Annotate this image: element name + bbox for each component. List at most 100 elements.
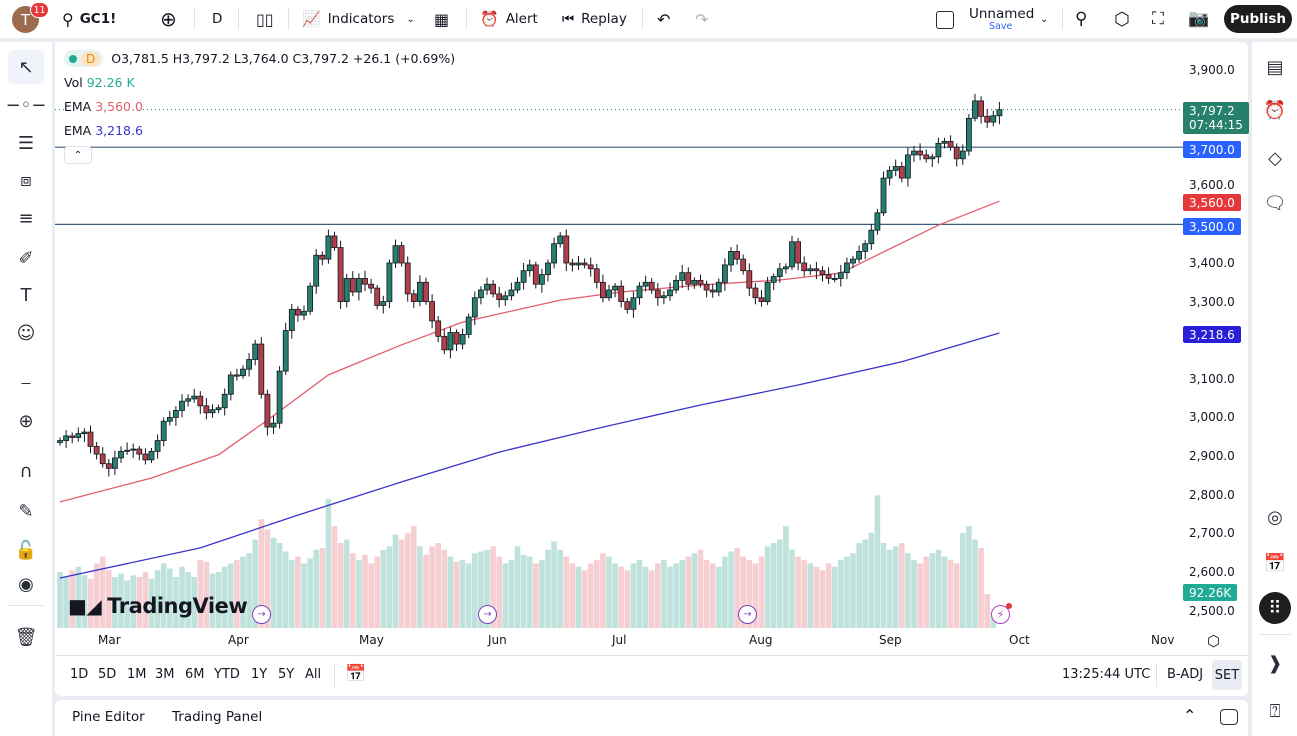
interval-button[interactable]: D — [212, 11, 223, 27]
vol-value: 92.26 K — [86, 75, 135, 90]
fullscreen-button[interactable]: ⛶ — [1152, 0, 1164, 38]
candle-body — [307, 285, 314, 312]
candle-body — [807, 268, 814, 272]
range-button-all[interactable]: All — [305, 667, 322, 682]
range-button-3m[interactable]: 3M — [155, 667, 175, 682]
lock-drawings-tool[interactable]: 🔓 — [8, 533, 44, 567]
pine-editor-tab[interactable]: Pine Editor — [72, 709, 145, 725]
time-tick: Aug — [749, 633, 773, 647]
maximize-panel-button[interactable] — [1220, 709, 1238, 725]
fullscreen-icon: ⛶ — [1152, 9, 1164, 29]
candle-body — [258, 343, 265, 395]
forecasting-tool[interactable]: ≡ — [8, 201, 44, 235]
trading-panel-tab[interactable]: Trading Panel — [172, 709, 263, 725]
candle-body — [679, 272, 686, 281]
alerts-button[interactable]: ⏰ — [1259, 94, 1291, 126]
axis-settings-button[interactable]: ⬡ — [1207, 632, 1220, 650]
range-button-ytd[interactable]: YTD — [214, 667, 240, 682]
volume-bar — [612, 563, 618, 628]
replay-button[interactable]: ⏮ Replay — [562, 0, 627, 38]
quick-search-button[interactable]: ⚲ — [1075, 0, 1087, 38]
candle-body — [941, 141, 948, 144]
compare-symbol-button[interactable]: ⊕ — [160, 0, 177, 38]
measure-tool[interactable]: ⎯ — [8, 365, 44, 399]
lightning-event-icon[interactable]: ⚡ — [991, 605, 1010, 624]
alert-button[interactable]: ⏰ Alert — [480, 0, 538, 38]
collapse-legend-button[interactable]: ⌃ — [64, 146, 92, 164]
volume-legend[interactable]: Vol 92.26 K — [64, 75, 135, 90]
expand-panel-button[interactable]: ⌃ — [1183, 706, 1196, 725]
target-button[interactable]: ◎ — [1259, 501, 1291, 533]
range-button-1y[interactable]: 1Y — [251, 667, 268, 682]
publish-button[interactable]: Publish — [1224, 5, 1292, 33]
emoji-tool[interactable]: ☺ — [8, 316, 44, 350]
dividend-event-icon[interactable]: → — [252, 605, 271, 624]
range-button-1m[interactable]: 1M — [127, 667, 147, 682]
hide-drawings-tool[interactable]: ◉ — [8, 567, 44, 601]
volume-bar — [709, 563, 716, 628]
cursor-tool[interactable]: ↖ — [8, 50, 44, 84]
volume-bar — [899, 543, 905, 628]
settlement-toggle[interactable]: SET — [1212, 660, 1242, 690]
layout-menu-chevron-icon[interactable]: ⌄ — [1040, 13, 1049, 25]
object-tree-button[interactable]: ◇ — [1259, 142, 1291, 174]
candle-body — [654, 289, 661, 299]
help-button[interactable]: ⍰ — [1259, 695, 1291, 727]
volume-bar — [173, 577, 179, 628]
range-button-6m[interactable]: 6M — [185, 667, 205, 682]
candle-body — [978, 100, 984, 117]
calendar-button[interactable]: 📅 — [1259, 547, 1291, 579]
magnet-tool[interactable]: ∩ — [8, 454, 44, 488]
range-button-5d[interactable]: 5D — [98, 667, 117, 682]
patterns-tool[interactable]: ⧈ — [8, 163, 44, 197]
ema-slow-legend[interactable]: EMA 3,218.6 — [64, 123, 143, 138]
volume-bar — [270, 537, 277, 628]
range-button-5y[interactable]: 5Y — [278, 667, 295, 682]
chart-type-button[interactable]: ▯▯ — [256, 0, 274, 38]
volume-bar — [307, 558, 313, 628]
apps-button[interactable]: ⠿ — [1259, 592, 1291, 624]
broadcast-icon: ❱ — [1267, 652, 1283, 674]
text-tool[interactable]: T — [8, 278, 44, 312]
layout-square-icon[interactable] — [936, 11, 954, 29]
snapshot-button[interactable]: 📷 — [1188, 0, 1209, 38]
layouts-button[interactable]: ▦ — [434, 0, 449, 38]
indicators-button[interactable]: 📈 Indicators ⌄ — [302, 0, 415, 38]
undo-button[interactable]: ↶ — [657, 0, 670, 38]
ema-fast-legend[interactable]: EMA 3,560.0 — [64, 99, 143, 114]
notification-badge: 11 — [30, 2, 49, 18]
candle-body — [850, 258, 856, 264]
layout-name[interactable]: Unnamed — [969, 6, 1035, 22]
volume-bar — [795, 556, 801, 628]
back-adjust-toggle[interactable]: B-ADJ — [1167, 667, 1204, 682]
brush-tool[interactable]: ✐ — [8, 241, 44, 275]
candle-body — [606, 289, 612, 299]
trend-line-tool[interactable]: −◦− — [6, 88, 47, 122]
settings-button[interactable]: ⬡ — [1114, 0, 1130, 38]
stay-drawing-tool[interactable]: ✎ — [8, 494, 44, 528]
save-link[interactable]: Save — [989, 21, 1013, 32]
go-to-date-button[interactable]: 📅 — [345, 664, 366, 684]
range-button-1d[interactable]: 1D — [70, 667, 89, 682]
candle-body — [514, 281, 521, 291]
market-status[interactable]: D — [64, 50, 104, 67]
chat-button[interactable]: 🗨 — [1259, 187, 1291, 219]
redo-button[interactable]: ↷ — [695, 0, 708, 38]
utc-clock[interactable]: 13:25:44 UTC — [1062, 667, 1151, 682]
volume-bar — [472, 553, 478, 628]
watchlist-button[interactable]: ▤ — [1259, 51, 1291, 83]
candle-body — [972, 100, 978, 119]
remove-drawings-tool[interactable]: 🗑 — [8, 620, 44, 654]
volume-bar — [551, 541, 557, 628]
volume-bar — [947, 560, 954, 628]
candle-body — [563, 235, 570, 264]
volume-bar — [57, 571, 63, 628]
signals-button[interactable]: ❱ — [1259, 647, 1291, 679]
fib-tool[interactable]: ☰ — [8, 126, 44, 160]
symbol-search[interactable]: ⚲ GC1! — [62, 0, 116, 38]
dividend-event-icon[interactable]: → — [738, 605, 757, 624]
zoom-tool[interactable]: ⊕ — [8, 404, 44, 438]
candle-body — [734, 251, 740, 260]
dividend-event-icon[interactable]: → — [478, 605, 497, 624]
